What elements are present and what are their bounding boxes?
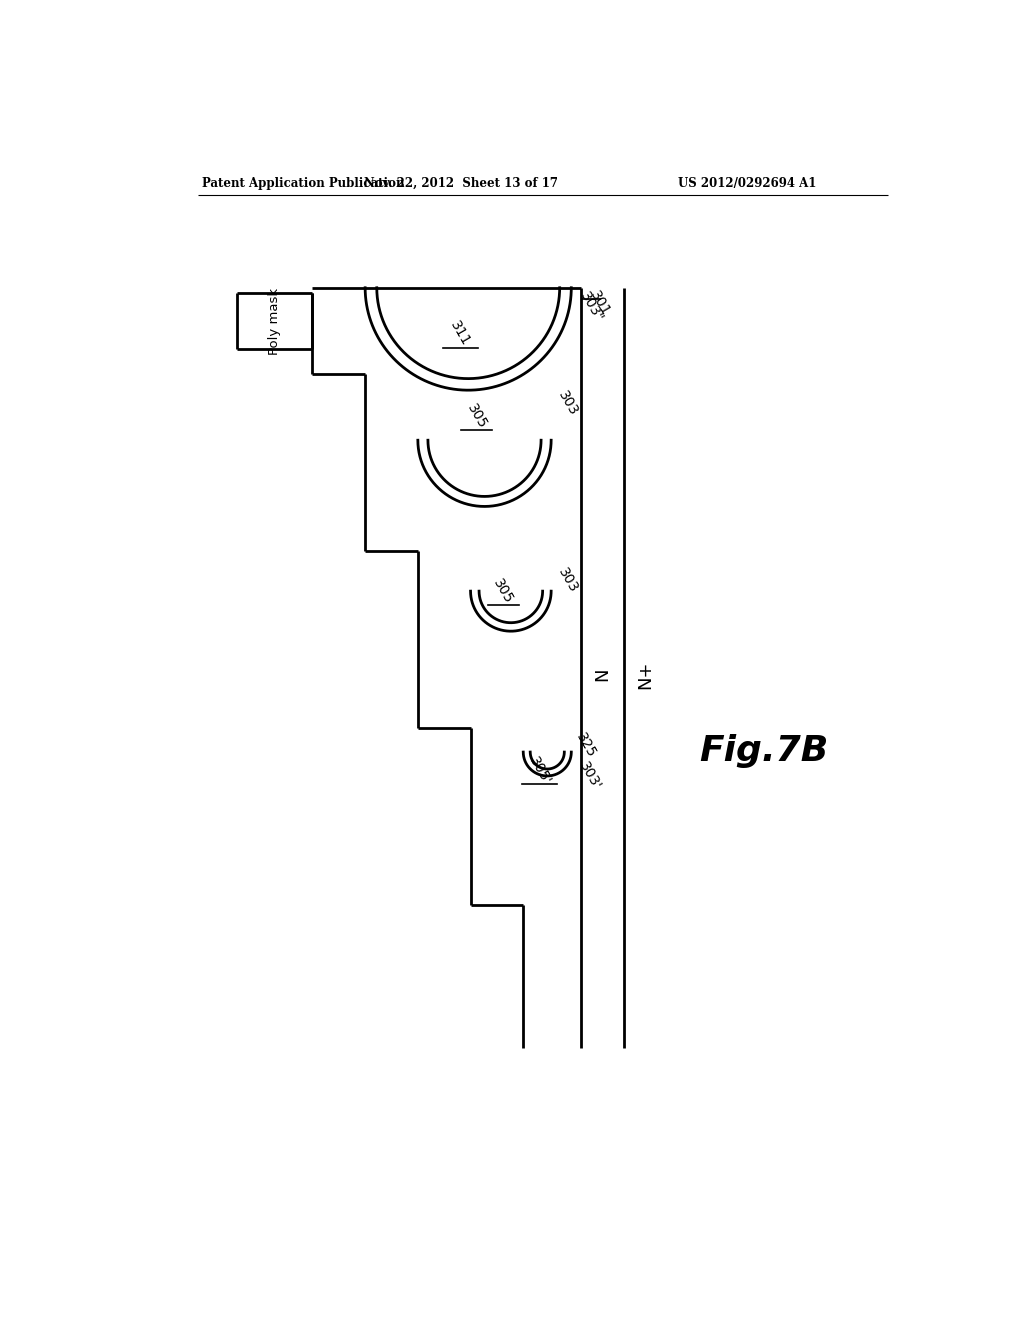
- Text: 305': 305': [526, 754, 553, 787]
- Text: N: N: [594, 668, 611, 681]
- Text: 301: 301: [588, 288, 613, 318]
- Text: Poly mask: Poly mask: [268, 288, 281, 355]
- Text: 303': 303': [575, 759, 603, 792]
- Text: 311: 311: [447, 319, 473, 348]
- Text: 305: 305: [490, 577, 516, 606]
- Text: Fig.7B: Fig.7B: [698, 734, 828, 768]
- Text: 303: 303: [556, 388, 581, 418]
- Text: 305: 305: [464, 401, 489, 432]
- Text: Patent Application Publication: Patent Application Publication: [202, 177, 404, 190]
- Text: 303": 303": [578, 289, 606, 325]
- Text: 325: 325: [573, 730, 599, 760]
- Text: N+: N+: [637, 660, 654, 689]
- Text: US 2012/0292694 A1: US 2012/0292694 A1: [678, 177, 816, 190]
- Text: 303: 303: [556, 565, 581, 595]
- Text: Nov. 22, 2012  Sheet 13 of 17: Nov. 22, 2012 Sheet 13 of 17: [365, 177, 558, 190]
